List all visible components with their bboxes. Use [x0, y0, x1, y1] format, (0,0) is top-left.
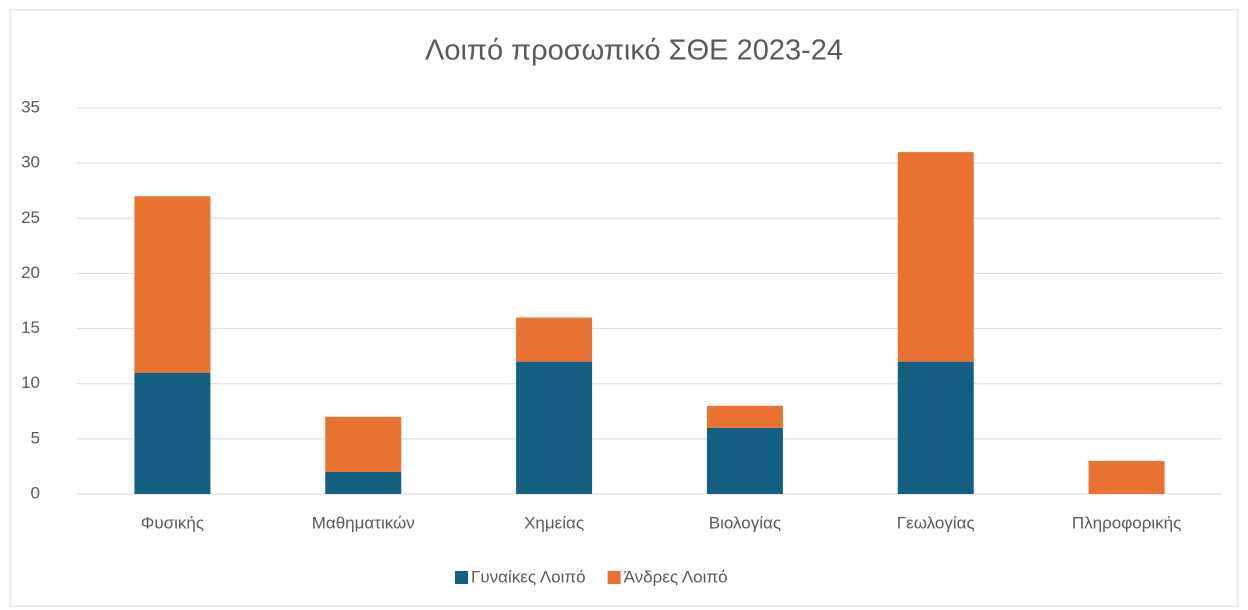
bar-segment — [516, 361, 593, 494]
y-tick-label: 35 — [21, 97, 40, 116]
x-tick-label: Χημείας — [524, 513, 584, 532]
y-tick-label: 20 — [21, 263, 40, 282]
legend-swatch — [607, 571, 621, 584]
legend-swatch — [455, 571, 468, 584]
y-tick-label: 15 — [21, 318, 40, 337]
y-tick-label: 0 — [31, 483, 40, 502]
y-tick-label: 25 — [21, 208, 40, 227]
bar-segment — [134, 196, 211, 373]
bar-segment — [897, 152, 974, 362]
bar-segment — [1088, 460, 1165, 494]
y-tick-label: 10 — [21, 373, 40, 392]
x-tick-label: Γεωλογίας — [897, 513, 975, 532]
bar-segment — [325, 471, 402, 494]
chart-title: Λοιπό προσωπικό ΣΘΕ 2023-24 — [425, 35, 843, 67]
x-tick-label: Βιολογίας — [709, 513, 781, 532]
chart-border — [9, 9, 1239, 607]
bar-segment — [516, 317, 593, 362]
y-tick-label: 5 — [31, 428, 40, 447]
x-tick-label: Μαθηματικών — [312, 513, 415, 532]
bar-segment — [706, 405, 783, 428]
bar-segment — [897, 361, 974, 494]
legend-label: Γυναίκες Λοιπό — [471, 567, 586, 586]
bar-segment — [134, 372, 211, 494]
legend-label: Άνδρες Λοιπό — [624, 567, 728, 586]
y-tick-label: 30 — [21, 153, 40, 172]
x-tick-label: Φυσικής — [141, 513, 204, 532]
x-tick-label: Πληροφορικής — [1072, 513, 1181, 532]
bar-segment — [706, 427, 783, 494]
bar-segment — [325, 416, 402, 472]
